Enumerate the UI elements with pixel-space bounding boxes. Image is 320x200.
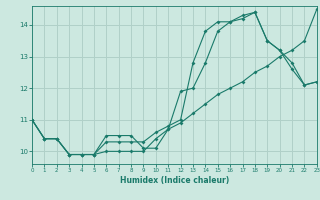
X-axis label: Humidex (Indice chaleur): Humidex (Indice chaleur) [120, 176, 229, 185]
